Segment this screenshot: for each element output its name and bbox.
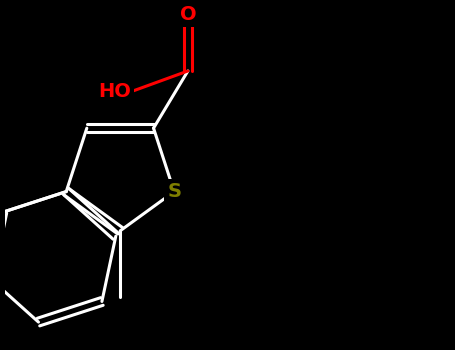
Text: S: S [167,182,181,201]
Text: HO: HO [99,82,131,101]
Text: O: O [180,5,196,24]
